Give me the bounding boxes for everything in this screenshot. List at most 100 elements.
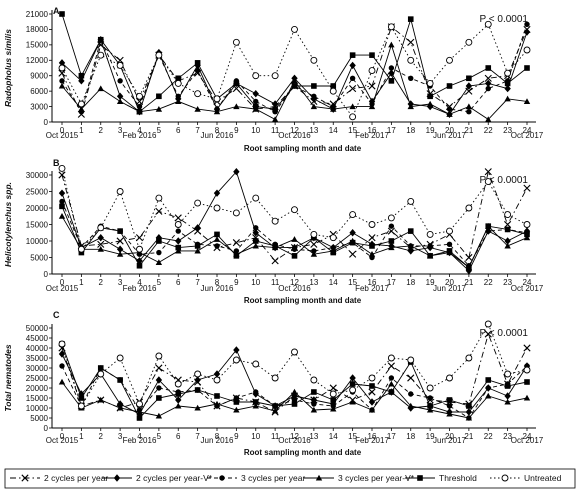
series-threshold bbox=[59, 341, 530, 421]
data-point bbox=[426, 79, 434, 87]
legend-label: Untreated bbox=[524, 473, 562, 483]
data-point bbox=[330, 105, 337, 112]
data-point bbox=[116, 61, 124, 69]
x-tick-label: 3 bbox=[118, 278, 123, 287]
x-tick-label: 21 bbox=[464, 126, 473, 135]
y-axis-label: Radopholus similis bbox=[3, 29, 13, 107]
data-point bbox=[484, 320, 492, 328]
data-point bbox=[504, 69, 512, 77]
data-point bbox=[58, 164, 66, 172]
x-tick-label: 19 bbox=[426, 126, 435, 135]
x-tick-label: 12 bbox=[290, 432, 299, 441]
data-point bbox=[97, 224, 105, 232]
x-tick-label: 1 bbox=[79, 432, 84, 441]
data-point bbox=[446, 374, 453, 382]
x-tick-label: 17 bbox=[387, 432, 396, 441]
x-tick-label: 14 bbox=[329, 278, 338, 287]
data-point bbox=[504, 237, 511, 245]
data-point bbox=[368, 234, 376, 242]
data-point bbox=[311, 389, 317, 395]
x-tick-label: 24 bbox=[523, 126, 532, 135]
x-tick-label: 8 bbox=[215, 278, 220, 287]
data-point bbox=[407, 242, 414, 249]
data-point bbox=[213, 108, 221, 115]
date-tick-label: Jun 2017 bbox=[433, 284, 466, 293]
data-point bbox=[349, 52, 356, 58]
data-point bbox=[310, 376, 318, 384]
data-point bbox=[504, 398, 511, 405]
data-point bbox=[426, 100, 434, 107]
legend-item: 3 cycles per year bbox=[207, 473, 305, 483]
data-point bbox=[311, 83, 317, 89]
data-point bbox=[388, 223, 395, 229]
data-point bbox=[155, 105, 163, 112]
data-point bbox=[311, 93, 317, 99]
data-point bbox=[446, 403, 453, 409]
data-point bbox=[504, 242, 511, 249]
x-tick-label: 18 bbox=[406, 126, 415, 135]
data-point bbox=[174, 214, 182, 222]
data-point bbox=[407, 228, 414, 234]
legend-box bbox=[4, 468, 576, 489]
x-tick-label: 19 bbox=[426, 432, 435, 441]
data-point bbox=[349, 239, 356, 246]
data-point bbox=[407, 197, 415, 205]
data-point bbox=[388, 41, 395, 48]
data-point bbox=[466, 403, 472, 409]
data-point bbox=[349, 103, 356, 110]
data-point bbox=[174, 380, 182, 388]
x-tick-label: 6 bbox=[176, 432, 181, 441]
data-point bbox=[426, 384, 434, 392]
x-tick-label: 2 bbox=[99, 278, 104, 287]
x-tick-label: 3 bbox=[118, 432, 123, 441]
date-tick-label: Jun 2017 bbox=[433, 131, 466, 140]
data-point bbox=[252, 399, 259, 405]
data-point bbox=[116, 400, 124, 408]
data-point bbox=[388, 65, 395, 71]
data-point bbox=[253, 225, 259, 231]
date-tick-label: Oct 2016 bbox=[278, 284, 311, 293]
x-tick-label: 20 bbox=[445, 126, 454, 135]
data-point bbox=[155, 352, 163, 360]
data-point bbox=[252, 238, 259, 244]
data-point bbox=[523, 184, 531, 192]
legend-label: 3 cycles per year-V* bbox=[338, 473, 415, 483]
legend-item: 2 cycles per year bbox=[10, 473, 108, 483]
data-point bbox=[194, 105, 201, 112]
data-point bbox=[59, 11, 65, 17]
legend: 2 cycles per year 2 cycles per year-V* 3 c… bbox=[4, 468, 576, 489]
data-point bbox=[368, 398, 376, 406]
data-point bbox=[504, 370, 512, 378]
x-tick-label: 19 bbox=[426, 278, 435, 287]
data-point bbox=[523, 394, 531, 401]
data-point bbox=[368, 82, 376, 90]
data-point bbox=[465, 354, 473, 362]
data-point bbox=[116, 354, 124, 362]
data-point bbox=[155, 412, 163, 419]
data-point bbox=[291, 253, 298, 259]
data-point bbox=[369, 383, 375, 389]
x-tick-label: 1 bbox=[79, 126, 84, 135]
y-tick-label: 6000 bbox=[30, 87, 48, 96]
data-point bbox=[272, 106, 278, 112]
data-point bbox=[446, 83, 453, 89]
x-tick-label: 11 bbox=[271, 278, 280, 287]
data-point bbox=[484, 178, 492, 186]
data-point bbox=[252, 194, 260, 202]
data-point bbox=[329, 87, 337, 95]
data-point bbox=[485, 79, 492, 88]
date-tick-label: Feb 2017 bbox=[355, 284, 389, 293]
legend-marker bbox=[113, 474, 121, 482]
legend-item: 2 cycles per year-V* bbox=[102, 473, 213, 483]
data-point bbox=[485, 385, 491, 391]
p-value-annotation: P < 0.0001 bbox=[480, 175, 529, 186]
data-point bbox=[407, 38, 415, 46]
x-tick-label: 13 bbox=[309, 126, 318, 135]
data-point bbox=[349, 113, 357, 121]
data-point bbox=[291, 25, 298, 33]
x-tick-label: 22 bbox=[484, 432, 493, 441]
data-point bbox=[465, 204, 473, 212]
data-point bbox=[194, 404, 201, 411]
data-point bbox=[136, 408, 143, 415]
